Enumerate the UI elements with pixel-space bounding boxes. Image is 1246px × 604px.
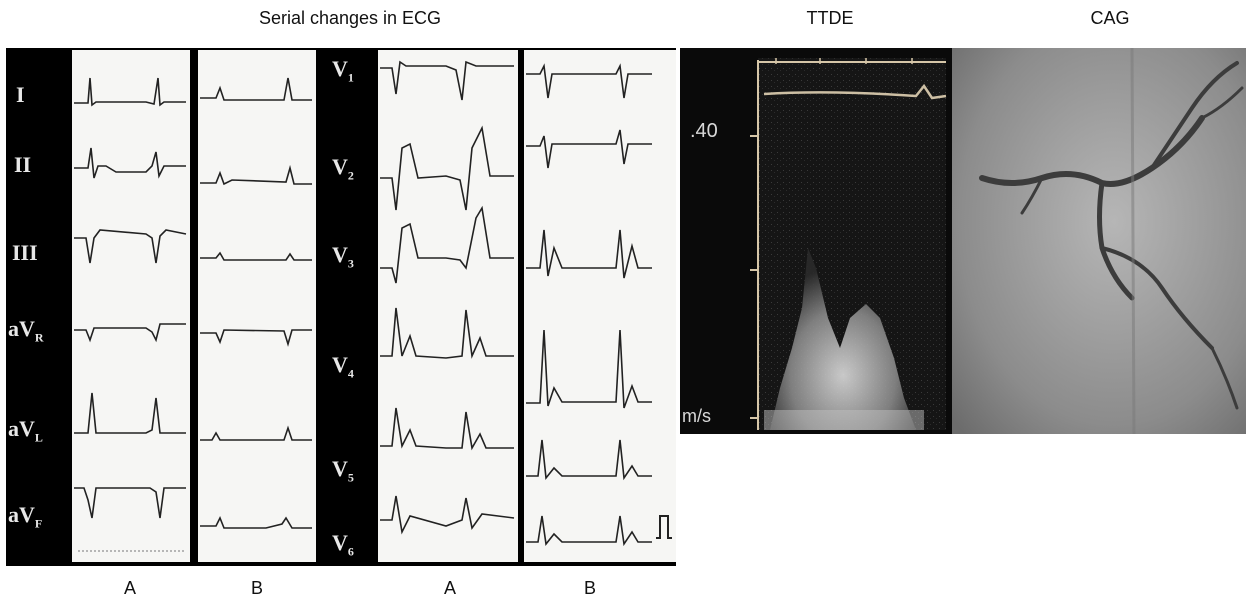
- lead-label-V5: V5: [332, 456, 354, 485]
- lead-label-V2: V2: [332, 154, 354, 183]
- lead-label-I: I: [16, 82, 25, 107]
- lead-label-V1: V1: [332, 56, 354, 85]
- lead-label-aVF: aVF: [8, 502, 43, 531]
- lead-label-V4: V4: [332, 352, 354, 381]
- lead-label-II: II: [14, 152, 32, 177]
- lead-label-aVL: aVL: [8, 416, 43, 445]
- cag-angiogram-image: [952, 48, 1246, 434]
- lead-label-III: III: [12, 240, 38, 265]
- ttde-title: TTDE: [806, 8, 854, 28]
- ecg-panel: I II III aVR aVL aVF V1 V2 V3 V4 V5 V6: [6, 48, 676, 566]
- lead-label-V6: V6: [332, 530, 354, 559]
- ecg-title: Serial changes in ECG: [258, 8, 442, 28]
- ecg-tracings: [72, 50, 676, 562]
- column-label-B-chest: B: [583, 578, 596, 598]
- cag-title: CAG: [1090, 8, 1130, 28]
- column-label-A-chest: A: [443, 578, 456, 598]
- lead-label-aVR: aVR: [8, 316, 44, 345]
- column-label-B-limb: B: [250, 578, 263, 598]
- ttde-doppler-image: .40 m/s: [680, 48, 952, 434]
- column-label-A-limb: A: [123, 578, 136, 598]
- velocity-unit-label: m/s: [682, 406, 711, 426]
- lead-label-V3: V3: [332, 242, 354, 271]
- velocity-tick-label: .40: [690, 120, 718, 142]
